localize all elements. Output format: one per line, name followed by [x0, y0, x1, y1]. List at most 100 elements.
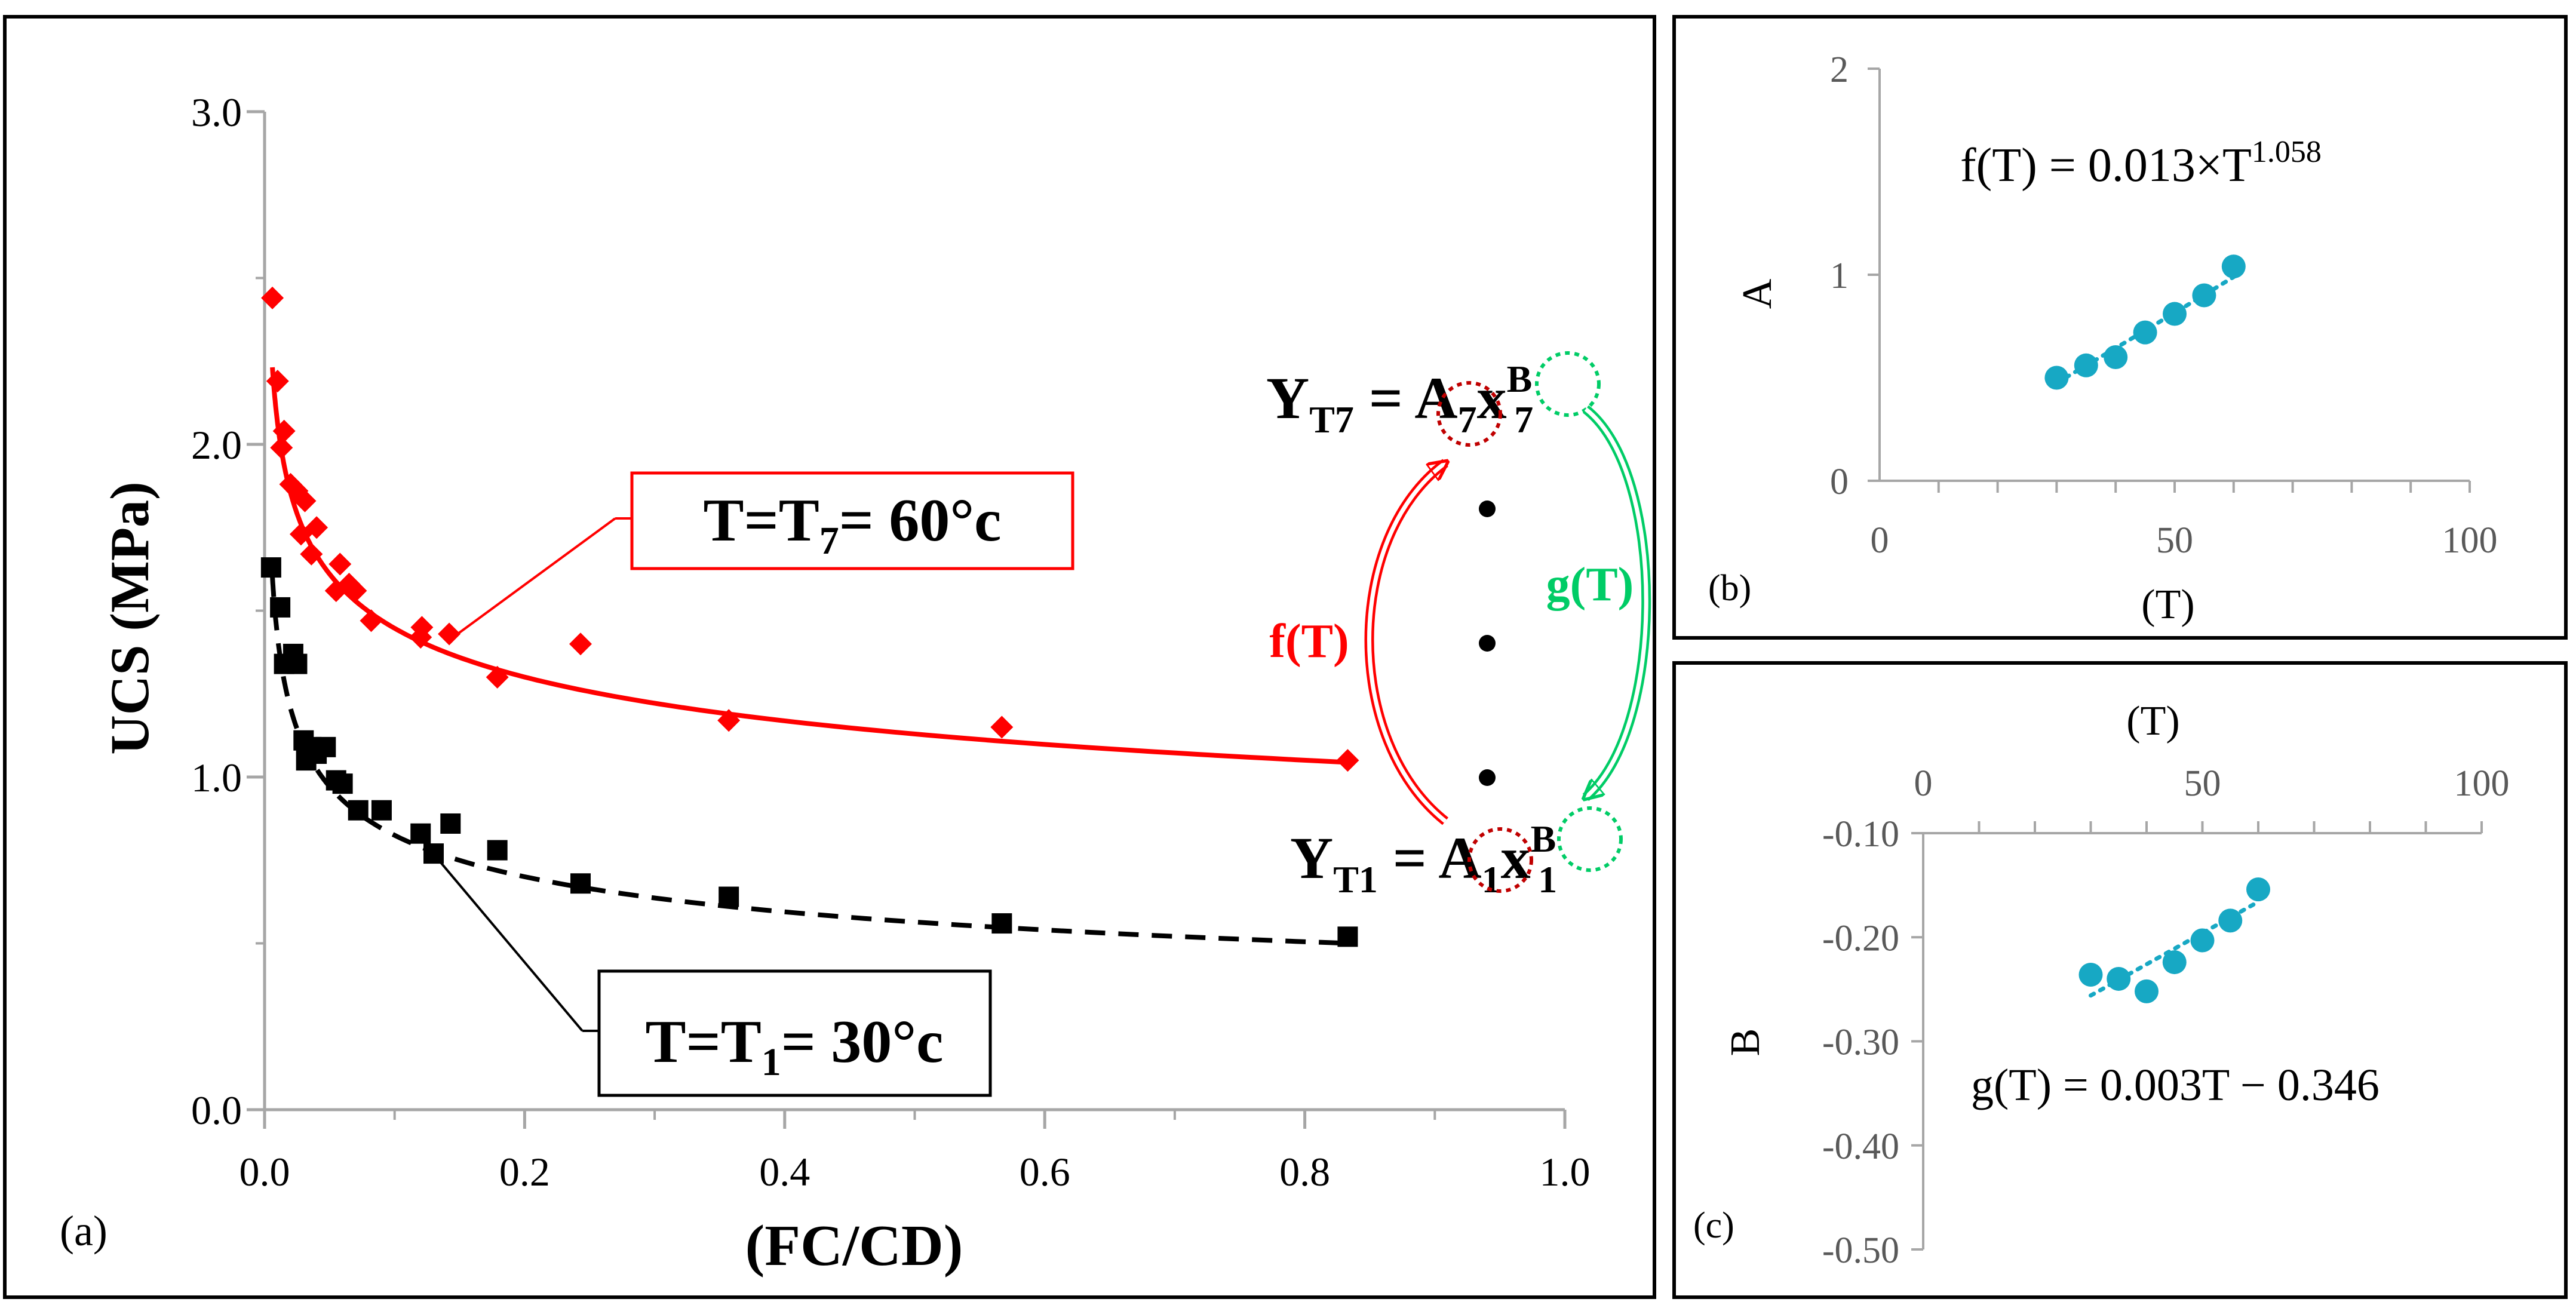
ellipsis-dot-2	[1479, 635, 1496, 652]
label-30-leader	[420, 838, 584, 1032]
equation-top-a-highlight	[1436, 381, 1502, 447]
panel-a-label: (a)	[60, 1207, 108, 1255]
data-point-60	[300, 542, 323, 566]
panel-a-y-tick-label: 2.0	[191, 422, 242, 468]
f-arrow-outer	[1364, 459, 1448, 825]
data-point-30	[270, 597, 291, 618]
panel-b-data-point	[2133, 320, 2157, 345]
panel-a-x-tick-label: 0.0	[240, 1149, 290, 1194]
data-point-30	[410, 823, 431, 844]
panel-a: 0.01.02.03.0 0.0 0.2 0.4 0.6 0.8 1.0 (FC/CD) …	[3, 15, 1656, 1299]
data-point-30	[440, 813, 461, 834]
panel-c: -0.10 -0.20 -0.30 -0.40 -0.50 0 50 100 (T) B (c…	[1672, 661, 2568, 1299]
panel-b-label: (b)	[1708, 568, 1751, 609]
panel-c-y-tick-label: -0.10	[1822, 814, 1899, 855]
panel-a-y-label: UCS (MPa)	[99, 481, 160, 754]
panel-a-y-tick-label: 0.0	[191, 1088, 242, 1133]
data-point-30	[348, 800, 369, 821]
data-point-60	[360, 609, 383, 632]
panel-b-x-label: (T)	[2141, 582, 2194, 628]
panel-c-y-tick-label: -0.20	[1822, 918, 1899, 959]
ellipsis-dot-1	[1479, 500, 1496, 517]
f-label: f(T)	[1269, 615, 1349, 668]
panel-a-y-tick-label: 3.0	[191, 90, 242, 135]
equation-top-b-highlight	[1535, 351, 1601, 417]
panel-b-data-point	[2192, 283, 2216, 308]
data-point-30	[371, 800, 392, 821]
label-60-text: T=T7= 60°c	[704, 487, 1002, 563]
panel-b-y-tick-label: 2	[1830, 50, 1849, 90]
data-point-30	[332, 773, 353, 794]
panel-a-y-ticks: 0.0 1.0 2.0 3.0	[191, 90, 265, 1133]
data-point-60	[438, 622, 461, 646]
panel-b-data-point	[2221, 254, 2246, 279]
data-point-60	[272, 419, 296, 443]
panel-b-y-tick-label: 1	[1830, 256, 1849, 296]
data-point-30	[1337, 926, 1358, 947]
data-point-60	[270, 436, 293, 459]
panel-a-y-tick-label: 1.0	[191, 755, 242, 800]
panel-c-x-tick-label: 100	[2454, 763, 2510, 804]
label-60-box	[630, 471, 1074, 570]
panel-b-data-point	[2163, 302, 2187, 326]
panel-a-x-tick-label: 0.4	[759, 1149, 810, 1194]
panel-a-frame	[3, 15, 1656, 1299]
panel-c-x-label: (T)	[2126, 698, 2179, 744]
f-arrow	[1367, 463, 1446, 823]
panel-c-frame	[1672, 661, 2568, 1299]
data-point-60	[410, 616, 434, 639]
data-point-60	[717, 709, 741, 732]
panel-c-points	[2078, 877, 2270, 1003]
panel-c-ticks: -0.10 -0.20 -0.30 -0.40 -0.50 0 50 100	[1822, 763, 2510, 1271]
panel-a-points	[260, 286, 1359, 947]
panel-c-data-point	[2162, 950, 2187, 975]
panel-b-y-tick-label: 0	[1830, 462, 1849, 502]
data-point-60	[344, 579, 367, 603]
panel-b-ticks: 0 1 2 0 50 100	[1830, 50, 2498, 561]
panel-c-x-tick-label: 0	[1914, 763, 1933, 804]
panel-b-data-point	[2104, 345, 2128, 369]
panel-b-frame	[1672, 15, 2568, 640]
panel-c-data-point	[2078, 962, 2103, 987]
data-point-60	[266, 370, 289, 393]
panel-b-y-label: A	[1734, 278, 1780, 309]
data-point-60	[569, 632, 592, 656]
label-30-box	[597, 969, 992, 1097]
panel-a-x-ticks: 0.0 0.2 0.4 0.6 0.8 1.0	[240, 1110, 1591, 1194]
panel-c-y-tick-label: -0.30	[1822, 1022, 1899, 1063]
equation-top: YT7 = A7xB 7	[1266, 358, 1533, 441]
panel-c-equation: g(T) = 0.003T − 0.346	[1971, 1060, 2380, 1110]
data-point-60	[261, 286, 284, 309]
data-point-60	[293, 489, 317, 512]
g-arrow	[1586, 407, 1648, 797]
panel-c-data-point	[2107, 966, 2131, 991]
fit-curve-30	[270, 576, 1348, 946]
panel-a-x-label: (FC/CD)	[745, 1214, 963, 1278]
data-point-60	[486, 665, 509, 689]
data-point-30	[719, 886, 739, 907]
data-point-60	[328, 552, 352, 576]
panel-c-y-tick-label: -0.50	[1822, 1230, 1899, 1271]
panel-a-x-tick-label: 1.0	[1540, 1149, 1591, 1194]
panel-b-x-tick-label: 0	[1871, 520, 1889, 561]
ellipsis-dot-3	[1479, 769, 1496, 786]
data-point-60	[990, 716, 1014, 739]
panel-c-data-point	[2190, 928, 2215, 953]
panel-c-data-point	[2135, 979, 2159, 1003]
panel-c-data-point	[2246, 877, 2270, 902]
panel-b-equation: f(T) = 0.013×T1.058	[1960, 135, 2322, 192]
data-point-30	[287, 653, 308, 674]
equation-bottom-b-highlight	[1557, 806, 1623, 872]
panel-b-x-tick-label: 100	[2442, 520, 2498, 561]
g-label: g(T)	[1546, 558, 1634, 611]
panel-c-label: (c)	[1693, 1205, 1734, 1246]
data-point-30	[991, 913, 1012, 934]
panel-a-x-tick-label: 0.2	[499, 1149, 550, 1194]
panel-c-x-tick-label: 50	[2184, 763, 2221, 804]
panel-c-y-label: B	[1723, 1028, 1768, 1057]
panel-b-data-point	[2074, 353, 2098, 377]
panel-c-y-tick-label: -0.40	[1822, 1126, 1899, 1167]
data-point-30	[260, 557, 281, 578]
data-point-60	[305, 516, 328, 539]
